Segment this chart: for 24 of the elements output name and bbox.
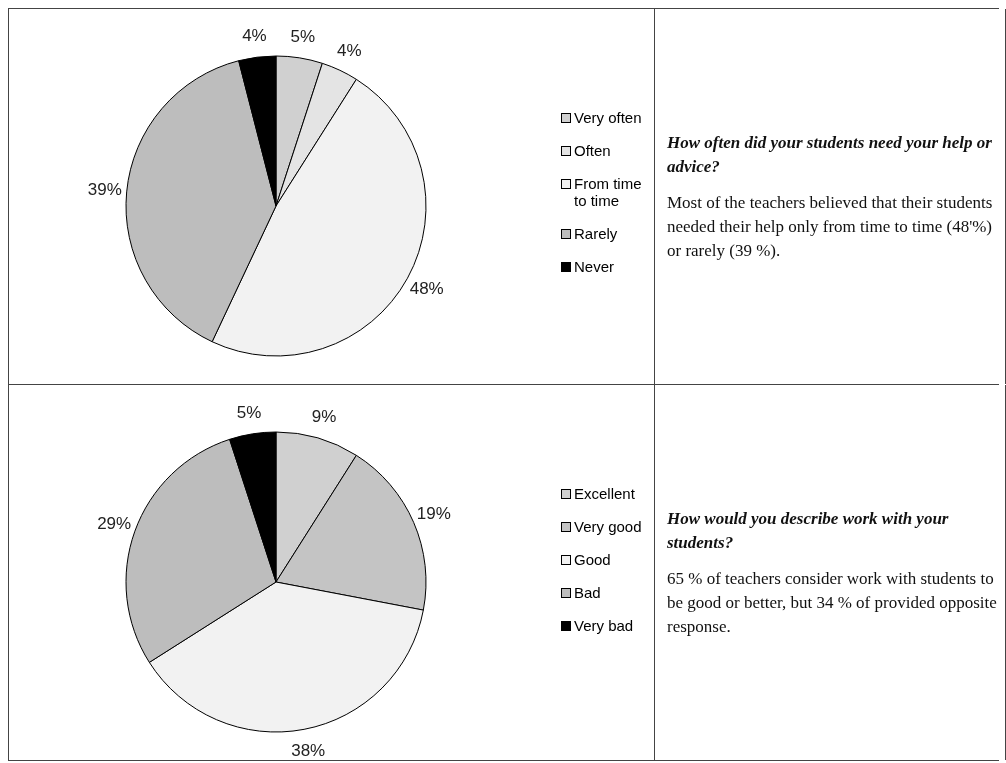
text: How often did your students need your help or advice?: [667, 131, 993, 178]
data-label: 29%: [97, 514, 132, 534]
text: Most of the teachers believed that their students needed their help only from time to time (48'%) or rarely (39 %).: [667, 191, 994, 262]
data-label: 5%: [236, 402, 262, 422]
legend-label: Often: [574, 142, 611, 159]
data-label: 19%: [416, 504, 451, 524]
legend-label: Never: [574, 258, 615, 275]
data-label: 9%: [311, 407, 337, 427]
legend-label: Good: [574, 551, 611, 568]
legend-label: Very often: [574, 109, 642, 126]
legend-label: Very bad: [574, 617, 634, 634]
data-label: 39%: [87, 180, 122, 200]
legend-label: From time to time: [574, 175, 643, 209]
data-label: 4%: [242, 25, 267, 45]
legend-label: Excellent: [574, 485, 635, 502]
text: 65 % of teachers consider work with students to be good or better, but 34 % of provided opposite response.: [667, 567, 997, 638]
legend-label: Rarely: [574, 225, 618, 242]
data-label: 48%: [409, 279, 444, 299]
legend-label: Very good: [574, 518, 642, 535]
legend-label: Bad: [574, 584, 601, 601]
data-label: 38%: [291, 741, 326, 761]
data-label: 4%: [336, 40, 362, 60]
text: How would you describe work with your students?: [667, 507, 950, 554]
data-label: 5%: [290, 26, 316, 46]
